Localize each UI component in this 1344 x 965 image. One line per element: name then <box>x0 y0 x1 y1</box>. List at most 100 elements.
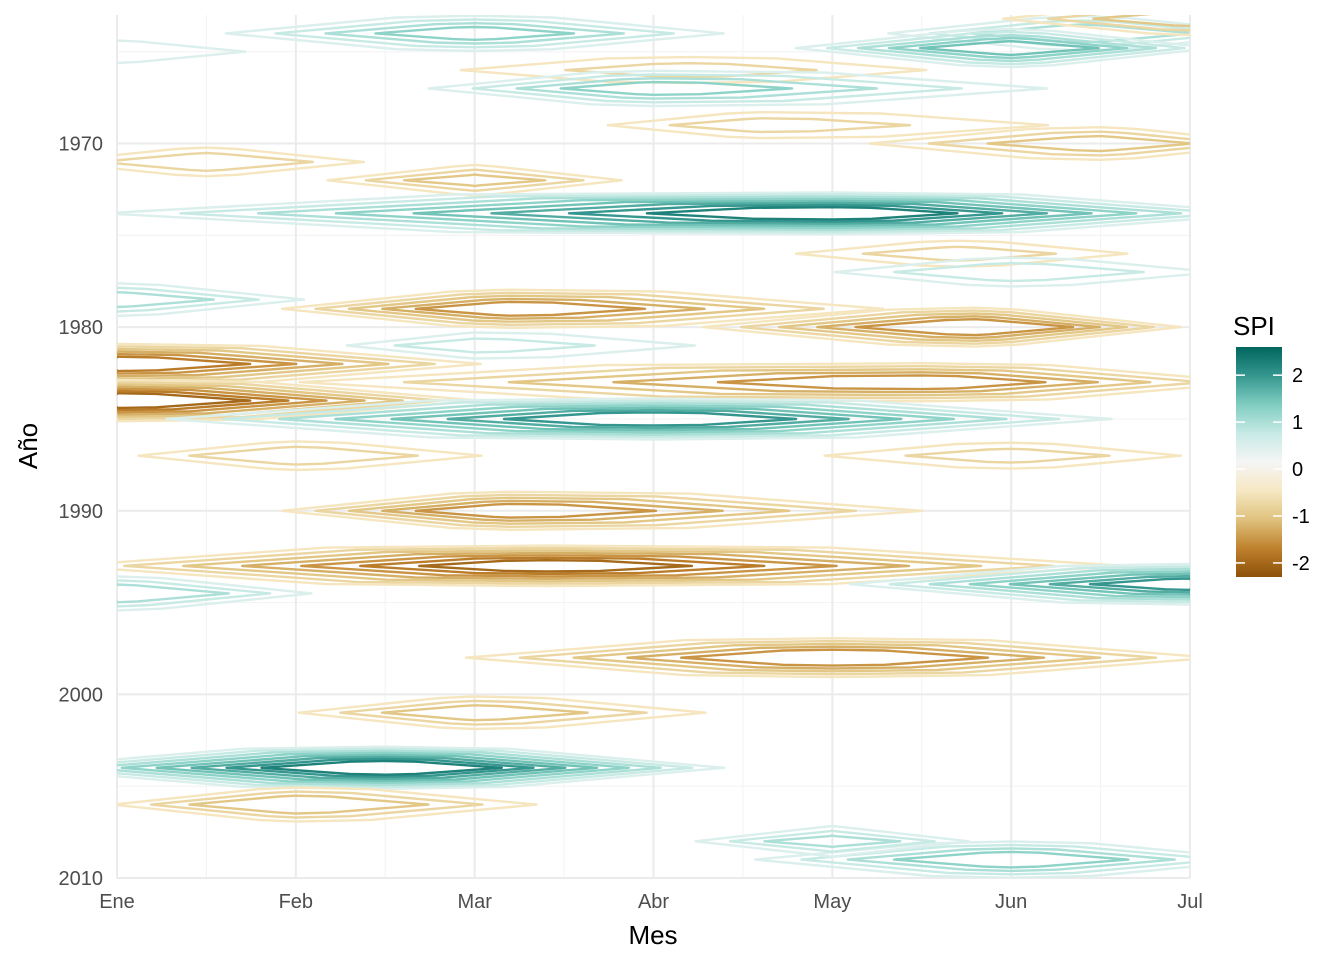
contour-line <box>927 130 1190 157</box>
contour-line <box>446 408 850 430</box>
y-tick-label: 2000 <box>59 684 104 706</box>
x-axis-title: Mes <box>628 920 677 950</box>
contour-lines <box>117 15 1190 878</box>
y-tick-label: 1970 <box>59 134 104 156</box>
contour-line <box>297 695 707 731</box>
contour-line <box>612 371 1100 394</box>
legend-title: SPI <box>1233 311 1275 341</box>
x-tick-label: Abr <box>638 891 669 913</box>
contour-line <box>117 146 366 178</box>
contour-line <box>816 315 1102 340</box>
contour-line <box>117 286 260 313</box>
contour-line <box>390 406 903 432</box>
contour-line <box>359 556 766 576</box>
contour-line <box>490 201 1049 225</box>
legend-colorbar <box>1236 347 1282 577</box>
contour-line <box>892 850 1130 869</box>
contour-line <box>278 401 1008 436</box>
contour-line <box>679 648 990 667</box>
contour-line <box>854 318 1075 337</box>
contour-line <box>626 645 1046 670</box>
legend-tick-label: -2 <box>1292 553 1310 575</box>
x-tick-label: Jun <box>995 891 1027 913</box>
contour-line <box>414 300 647 317</box>
contour-line <box>986 134 1190 153</box>
contour-line <box>918 40 1100 57</box>
contour-line <box>1092 15 1190 28</box>
contour-line <box>645 205 959 221</box>
contour-line <box>412 199 1093 227</box>
contour-line <box>117 342 482 386</box>
contour-line <box>347 294 766 323</box>
contour-line <box>393 337 596 354</box>
x-tick-label: Feb <box>279 891 313 913</box>
y-tick-label: 2010 <box>59 868 104 890</box>
contour-line <box>833 256 1190 288</box>
contour-line <box>418 559 694 573</box>
contour-line <box>165 397 1113 441</box>
contour-line <box>324 22 626 45</box>
contour-line <box>778 312 1129 342</box>
contour-line <box>117 350 344 378</box>
contour-line <box>848 562 1190 606</box>
contour-line <box>825 30 1186 66</box>
contour-line <box>515 77 879 100</box>
contour-line <box>868 125 1190 162</box>
contour-line <box>507 368 1152 397</box>
contour-line <box>471 73 964 104</box>
contour-line <box>464 637 1190 679</box>
contour-line <box>928 567 1190 601</box>
x-tick-label: Ene <box>99 891 135 913</box>
contour-line <box>794 239 1129 268</box>
contour-line <box>224 15 725 53</box>
contour-line <box>1088 577 1190 592</box>
contour-line <box>968 570 1190 599</box>
contour-line <box>117 786 538 823</box>
contour-line <box>314 291 825 326</box>
contour-line <box>904 447 1111 464</box>
contour-line <box>414 502 658 519</box>
contour-line <box>502 411 798 427</box>
contour-line <box>1046 15 1190 32</box>
contour-line <box>117 345 436 383</box>
contour-line <box>374 25 576 41</box>
contour-line <box>564 62 818 79</box>
contour-line <box>117 39 247 65</box>
contour-line <box>298 362 1190 403</box>
legend-ticks: 2 1 0 -1 -2 <box>1236 365 1310 575</box>
contour-line <box>117 392 252 410</box>
contour-line <box>794 27 1190 69</box>
contour-line <box>364 168 585 193</box>
contour-line <box>701 306 1183 348</box>
contour-line <box>117 355 252 373</box>
y-tick-label: 1980 <box>59 317 104 339</box>
contour-line <box>117 385 366 416</box>
y-axis-ticks: 1970 1980 1990 2000 2010 <box>59 134 104 890</box>
contour-line <box>334 404 956 434</box>
legend-tick-label: 0 <box>1292 459 1303 481</box>
contour-line <box>120 751 630 784</box>
contour-line <box>117 151 315 173</box>
x-axis-ticks: Ene Feb Mar Abr May Jun Jul <box>99 891 1203 913</box>
contour-line <box>572 642 1102 673</box>
contour-line <box>1001 15 1190 37</box>
legend-tick-label: 2 <box>1292 365 1303 387</box>
contour-line <box>225 757 535 778</box>
contour-line <box>518 639 1158 676</box>
contour-line <box>567 203 1004 223</box>
contour-line <box>117 282 306 318</box>
contour-line <box>339 699 648 726</box>
contour-line <box>117 389 290 412</box>
contour-line <box>381 297 706 320</box>
contour-line <box>280 288 885 329</box>
contour-line <box>240 551 911 580</box>
y-axis-title: Año <box>13 423 43 469</box>
x-tick-label: Mar <box>457 891 492 913</box>
contour-line <box>256 195 1183 232</box>
contour-line <box>149 790 484 819</box>
contour-line <box>190 755 567 780</box>
contour-line <box>716 374 1047 391</box>
contour-line <box>117 583 231 604</box>
